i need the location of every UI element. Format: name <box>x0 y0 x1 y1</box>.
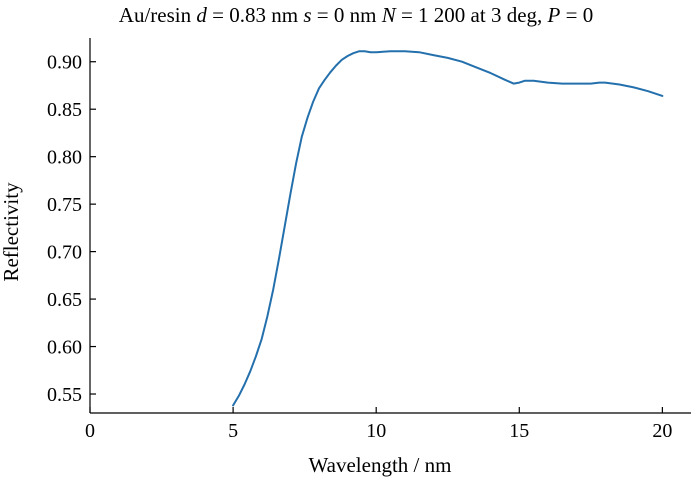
title-part: = 0 nm <box>312 3 382 27</box>
y-axis-label: Reflectivity <box>0 182 23 282</box>
y-tick-label: 0.60 <box>47 337 82 359</box>
y-tick-label: 0.75 <box>47 194 82 216</box>
y-axis-ticks: 0.55 0.60 0.65 0.70 0.75 0.80 0.85 0.90 <box>47 52 96 406</box>
x-tick-label: 0 <box>85 420 95 442</box>
y-tick-label: 0.70 <box>47 242 82 264</box>
reflectivity-curve <box>232 50 664 407</box>
x-tick-label: 10 <box>366 420 386 442</box>
x-tick-label: 15 <box>509 420 529 442</box>
x-tick-label: 20 <box>652 420 672 442</box>
title-part: = 0.83 nm <box>207 3 303 27</box>
y-tick-label: 0.90 <box>47 52 82 74</box>
y-tick-label: 0.80 <box>47 147 82 169</box>
y-tick-label: 0.65 <box>47 289 82 311</box>
series-group <box>232 50 664 407</box>
title-part: = 1 200 at 3 deg, <box>396 3 548 27</box>
title-part: N <box>381 3 397 27</box>
title-part: s <box>303 3 311 27</box>
x-axis-ticks: 0 5 10 15 20 <box>85 407 672 442</box>
y-tick-label: 0.55 <box>47 384 82 406</box>
title-part: Au/resin <box>119 3 197 27</box>
x-axis-label: Wavelength / nm <box>309 453 452 477</box>
axes <box>89 38 691 414</box>
y-tick-label: 0.85 <box>47 99 82 121</box>
title-part: d <box>196 3 207 27</box>
title-part: = 0 <box>560 3 593 27</box>
title-part: P <box>547 3 561 27</box>
x-tick-label: 5 <box>228 420 238 442</box>
chart-title: Au/resin d = 0.83 nm s = 0 nm N = 1 200 … <box>119 3 593 27</box>
